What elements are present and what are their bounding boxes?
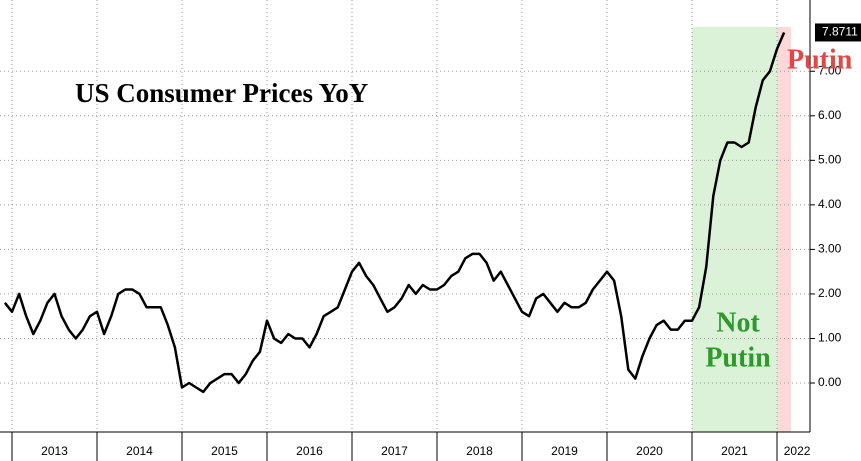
value-tag-label: 7.8711	[822, 25, 858, 39]
y-tick-label: 6.00	[818, 108, 842, 122]
y-tick-label: 3.00	[818, 242, 842, 256]
plot: 7.8711	[3, 23, 861, 394]
annotation: Not	[716, 307, 760, 338]
line	[3, 32, 786, 394]
annotation: Putin	[705, 342, 771, 373]
x-tick-label: 2014	[126, 444, 153, 458]
value-tag	[815, 23, 861, 42]
x-tick-label: 2016	[296, 444, 323, 458]
y-tick-label: 2.00	[818, 286, 842, 300]
x-tick-label: 2018	[466, 444, 493, 458]
region-putin	[777, 27, 791, 432]
x-tick-label: 2021	[721, 444, 748, 458]
annotation: Putin	[787, 44, 853, 75]
y-tick-label: 1.00	[818, 331, 842, 345]
x-tick-label: 2013	[41, 444, 68, 458]
x-tick-label: 2015	[211, 444, 238, 458]
y-tick-label: 5.00	[818, 153, 842, 167]
regions	[692, 27, 791, 432]
region-not-putin	[692, 27, 777, 432]
y-tick-label: 4.00	[818, 197, 842, 211]
x-tick-label: 2017	[381, 444, 408, 458]
x-tick-label: 2022	[784, 444, 811, 458]
chart-title: US Consumer Prices YoY	[75, 78, 368, 108]
x-tick-label: 2019	[551, 444, 578, 458]
x-tick-label: 2020	[636, 444, 663, 458]
y-tick-label: 0.00	[818, 375, 842, 389]
y-tick-label: 7.00	[818, 63, 842, 77]
